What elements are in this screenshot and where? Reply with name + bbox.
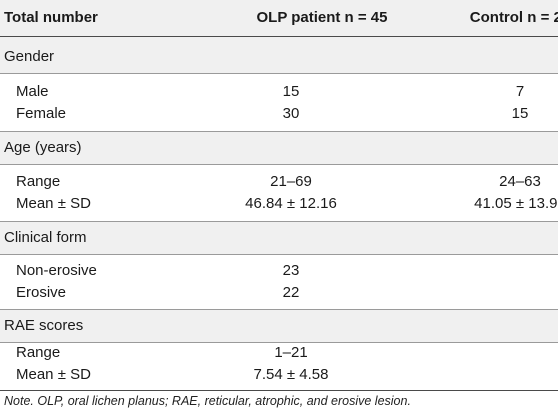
row-olp-value: 1–21 xyxy=(274,344,308,361)
header-divider xyxy=(0,36,558,37)
table-row: Erosive 22 xyxy=(0,281,558,305)
section-divider xyxy=(0,73,558,74)
row-control-value xyxy=(400,363,558,387)
table-row: Range 21–69 24–63 xyxy=(0,170,558,194)
section-divider xyxy=(0,309,558,310)
row-label: Male xyxy=(16,83,49,100)
table-row: Mean ± SD 46.84 ± 12.16 41.05 ± 13.93 xyxy=(0,192,558,216)
section-title-clinical-form: Clinical form xyxy=(4,229,87,246)
row-label: Range xyxy=(16,173,61,190)
table-row: Male 15 7 xyxy=(0,80,558,104)
row-olp-value: 15 xyxy=(282,83,300,100)
row-olp-value: 46.84 ± 12.16 xyxy=(245,195,337,212)
header-band xyxy=(0,0,558,36)
row-control-value: 24–63 xyxy=(499,173,541,190)
table-bottom-rule xyxy=(0,390,558,391)
row-olp-value: 7.54 ± 4.58 xyxy=(253,366,329,383)
row-control-value xyxy=(400,341,558,365)
section-band-gender xyxy=(0,37,558,73)
row-control-value: 41.05 ± 13.93 xyxy=(474,195,558,212)
section-band-rae xyxy=(0,310,558,342)
section-divider xyxy=(0,254,558,255)
row-olp-value: 30 xyxy=(282,105,300,122)
section-title-rae-scores: RAE scores xyxy=(4,317,84,334)
row-label: Non-erosive xyxy=(16,262,97,279)
section-divider xyxy=(0,131,558,132)
header-row: Total number OLP patient n = 45 Control … xyxy=(0,6,558,30)
row-olp-value: 22 xyxy=(282,284,300,301)
section-band-age xyxy=(0,132,558,164)
table-row: Mean ± SD 7.54 ± 4.58 xyxy=(0,363,558,387)
row-label: Mean ± SD xyxy=(16,195,91,212)
header-total-number: Total number xyxy=(4,9,98,26)
row-control-value: 7 xyxy=(515,83,525,100)
section-divider xyxy=(0,221,558,222)
table-note: Note. OLP, oral lichen planus; RAE, reti… xyxy=(4,394,411,408)
row-control-value xyxy=(400,259,558,283)
header-olp-patient: OLP patient n = 45 xyxy=(256,9,388,26)
table-row: Non-erosive 23 xyxy=(0,259,558,283)
section-title-row: Clinical form xyxy=(0,226,558,250)
table-row: Range 1–21 xyxy=(0,341,558,365)
row-olp-value: 23 xyxy=(282,262,300,279)
row-label: Range xyxy=(16,344,61,361)
row-label: Erosive xyxy=(16,284,67,301)
row-label: Mean ± SD xyxy=(16,366,91,383)
row-control-value: 15 xyxy=(511,105,529,122)
section-title-row: RAE scores xyxy=(0,314,558,338)
section-divider xyxy=(0,164,558,165)
section-divider xyxy=(0,342,558,343)
table-row: Female 30 15 xyxy=(0,102,558,126)
section-title-row: Gender xyxy=(0,45,558,69)
section-band-clinical xyxy=(0,222,558,254)
section-title-gender: Gender xyxy=(4,48,55,65)
section-title-row: Age (years) xyxy=(0,136,558,160)
section-title-age: Age (years) xyxy=(4,139,82,156)
row-control-value xyxy=(400,281,558,305)
row-label: Female xyxy=(16,105,67,122)
header-control: Control n = 22 xyxy=(469,9,558,26)
row-olp-value: 21–69 xyxy=(270,173,312,190)
